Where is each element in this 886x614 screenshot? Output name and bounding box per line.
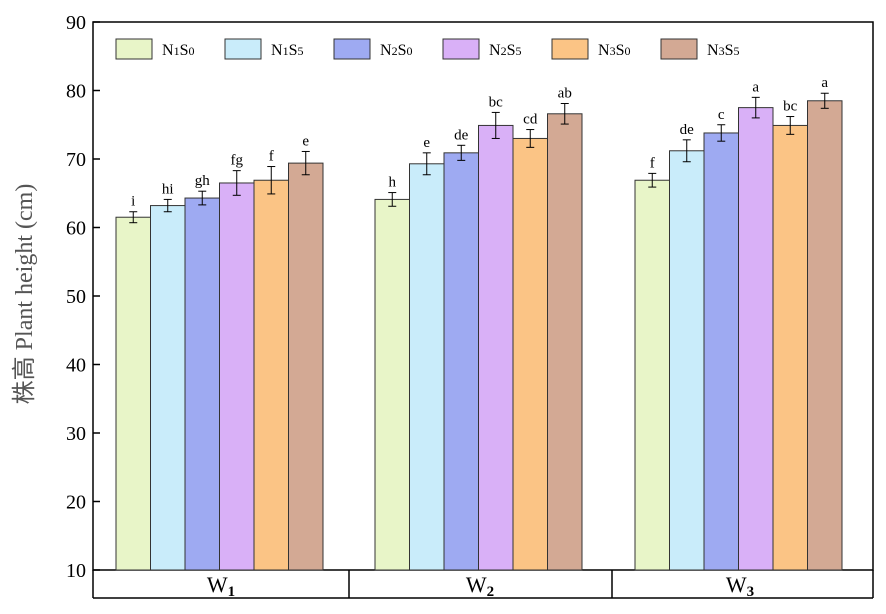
bar (150, 205, 186, 571)
y-tick-label: 60 (66, 218, 86, 240)
significance-label: f (269, 149, 274, 165)
category-label: W2 (466, 572, 494, 600)
bar (115, 216, 151, 571)
significance-label: i (131, 194, 135, 210)
x-axis: W1 W2 W3 (207, 570, 754, 600)
legend: N1S0 N1S5 N2S0 N2S5 N3S0 N3S5 (115, 38, 739, 60)
bar (374, 198, 410, 571)
y-tick-label: 50 (66, 286, 86, 308)
legend-swatch (333, 38, 371, 60)
legend-swatch (224, 38, 262, 60)
legend-label: N2S0 (380, 42, 412, 59)
y-tick-label: 70 (66, 149, 86, 171)
bar (807, 100, 843, 571)
legend-swatch (115, 38, 153, 60)
significance-label: e (423, 135, 430, 151)
y-tick-label: 90 (66, 12, 86, 34)
significance-label: a (821, 75, 828, 91)
legend-swatch (660, 38, 698, 60)
bar (634, 179, 670, 571)
significance-label: gh (195, 173, 211, 189)
y-tick-label: 20 (66, 492, 86, 514)
significance-label: a (752, 79, 759, 95)
y-axis-label: 株高 Plant height (cm) (11, 184, 38, 405)
bar-group: i h f hi e de gh de c fg bc a f cd bc e ab a (115, 75, 843, 571)
bar (219, 182, 255, 571)
bar (512, 137, 548, 571)
bar (772, 124, 808, 571)
significance-label: cd (523, 112, 538, 128)
bar (547, 113, 583, 571)
significance-label: de (680, 122, 695, 138)
y-tick-label: 30 (66, 423, 86, 445)
significance-label: fg (231, 153, 244, 169)
legend-label: N2S5 (489, 42, 521, 59)
bar (443, 152, 479, 571)
significance-label: bc (783, 99, 798, 115)
legend-label: N3S0 (598, 42, 630, 59)
bar (703, 132, 739, 571)
category-label: W1 (207, 572, 235, 600)
significance-label: e (302, 133, 309, 149)
y-tick-label: 40 (66, 355, 86, 377)
y-tick-label: 10 (66, 560, 86, 582)
bar (669, 150, 705, 571)
legend-swatch (442, 38, 480, 60)
bar (253, 179, 289, 571)
y-tick-label: 80 (66, 81, 86, 103)
legend-label: N3S5 (707, 42, 739, 59)
category-label: W3 (726, 572, 754, 600)
significance-label: c (718, 107, 725, 123)
significance-label: h (389, 175, 397, 191)
bar (409, 163, 445, 571)
significance-label: ab (558, 86, 572, 102)
y-axis: 10 20 30 40 50 60 70 80 90 (66, 12, 100, 582)
significance-label: bc (489, 94, 504, 110)
legend-label: N1S5 (271, 42, 303, 59)
significance-label: de (454, 127, 469, 143)
bar (478, 124, 514, 571)
significance-label: hi (162, 181, 174, 197)
legend-swatch (551, 38, 589, 60)
bar (184, 197, 220, 571)
bar (288, 162, 324, 571)
bar (738, 107, 774, 571)
legend-label: N1S0 (162, 42, 194, 59)
significance-label: f (650, 155, 655, 171)
